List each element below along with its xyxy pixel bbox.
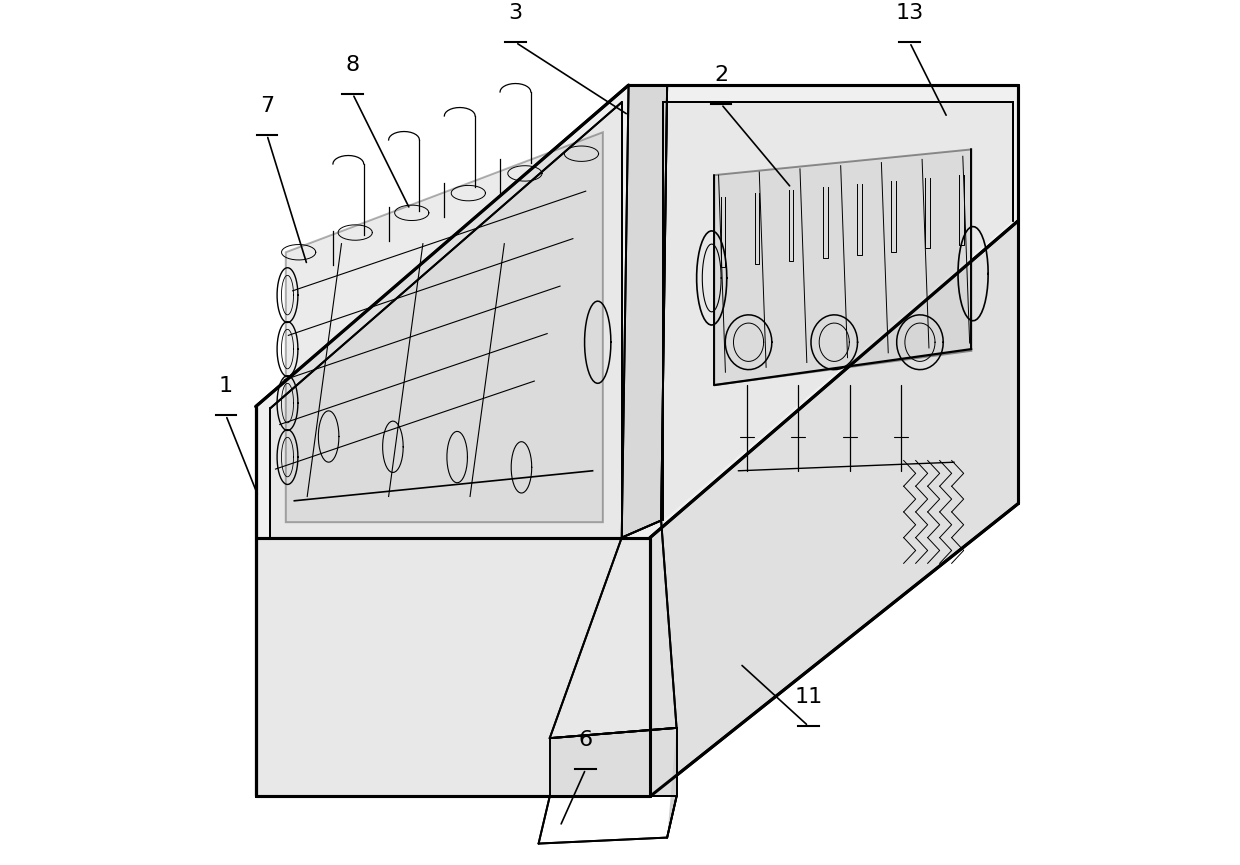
Text: 13: 13 (895, 3, 924, 23)
Polygon shape (663, 102, 1013, 521)
Polygon shape (285, 132, 603, 522)
Polygon shape (255, 538, 650, 797)
Polygon shape (549, 727, 677, 797)
Polygon shape (255, 85, 1018, 538)
Polygon shape (621, 85, 667, 538)
Text: 1: 1 (218, 376, 233, 396)
Text: 11: 11 (795, 688, 822, 708)
Polygon shape (667, 727, 677, 837)
Polygon shape (549, 538, 621, 797)
Text: 7: 7 (260, 96, 274, 116)
Text: 2: 2 (714, 65, 728, 85)
Polygon shape (650, 221, 1018, 797)
Polygon shape (661, 521, 677, 797)
Text: 8: 8 (346, 54, 360, 75)
Polygon shape (714, 150, 971, 385)
Polygon shape (270, 102, 621, 538)
Text: 6: 6 (579, 730, 593, 750)
Text: 3: 3 (508, 3, 522, 23)
